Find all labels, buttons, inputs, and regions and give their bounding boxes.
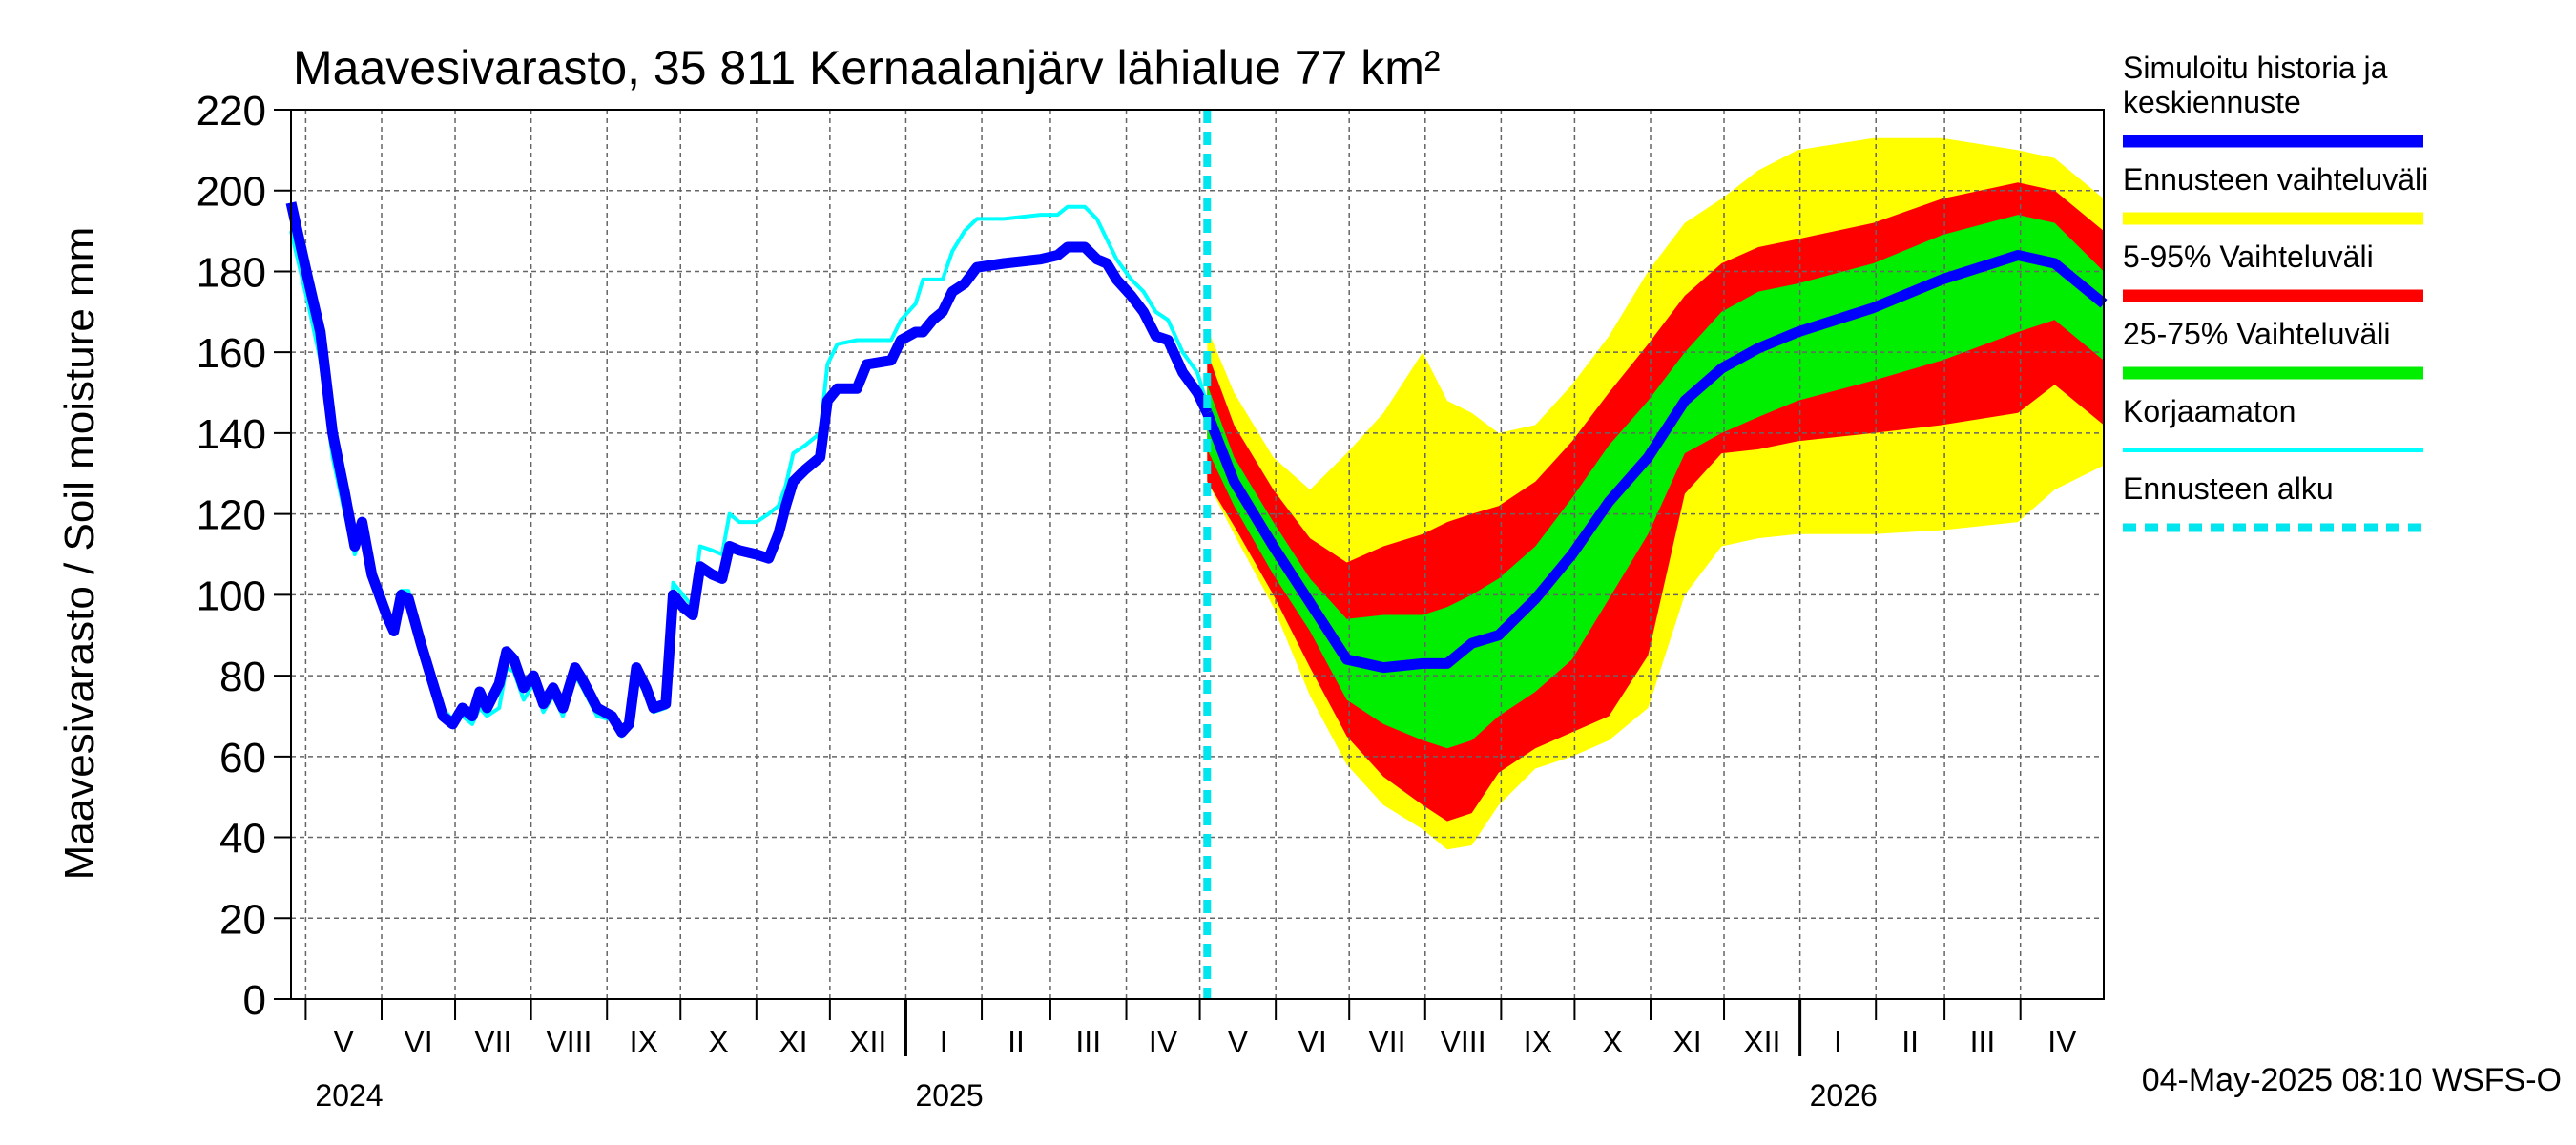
month-label: XI [1672, 1025, 1701, 1059]
month-label: XII [849, 1025, 886, 1059]
series-simulated-history [285, 201, 1213, 738]
y-tick-label: 200 [197, 169, 266, 216]
y-axis-ticks: 0 20 40 60 80 100 120 140 160 180 200 220 [197, 88, 291, 1024]
y-axis-label: Maavesivarasto / Soil moisture mm [56, 227, 103, 881]
y-tick-label: 180 [197, 249, 266, 296]
y-tick-label: 160 [197, 330, 266, 377]
legend-label: Ennusteen alku [2123, 471, 2334, 506]
band-25-75 [1207, 215, 2104, 749]
month-label: II [1901, 1025, 1919, 1059]
year-label: 2024 [315, 1078, 383, 1113]
y-tick-label: 60 [219, 735, 266, 781]
month-label: VI [404, 1025, 432, 1059]
month-label: I [940, 1025, 948, 1059]
y-tick-label: 0 [243, 977, 266, 1024]
legend-label: Simuloitu historia ja [2123, 51, 2388, 85]
month-label: IV [1149, 1025, 1178, 1059]
month-label: IV [2047, 1025, 2077, 1059]
month-label: XI [779, 1025, 807, 1059]
month-label: VI [1298, 1025, 1327, 1059]
month-label: I [1834, 1025, 1842, 1059]
month-label: II [1008, 1025, 1025, 1059]
month-label: VIII [546, 1025, 592, 1059]
y-tick-label: 100 [197, 572, 266, 619]
year-label: 2026 [1810, 1078, 1878, 1113]
year-label: 2025 [915, 1078, 983, 1113]
month-label: IX [1524, 1025, 1552, 1059]
month-label: IX [630, 1025, 658, 1059]
y-tick-label: 120 [197, 492, 266, 539]
month-label: V [334, 1025, 355, 1059]
x-axis-ticks: V VI VII VIII IX X XI XII I II III IV V VI VII VIII IX X X… [304, 999, 2077, 1113]
legend-label: Ennusteen vaihteluväli [2123, 162, 2428, 197]
month-label: VII [474, 1025, 511, 1059]
legend-label: 25-75% Vaihteluväli [2123, 317, 2390, 351]
y-tick-label: 220 [197, 88, 266, 135]
month-label: VIII [1441, 1025, 1486, 1059]
y-tick-label: 20 [219, 896, 266, 943]
chart-title: Maavesivarasto, 35 811 Kernaalanjärv läh… [293, 41, 1441, 94]
axes [290, 109, 2105, 1000]
legend-label: Korjaamaton [2123, 394, 2296, 428]
y-tick-label: 80 [219, 654, 266, 700]
legend-label: keskiennuste [2123, 85, 2301, 119]
series-median-forecast [1202, 250, 2108, 674]
footer-timestamp: 04-May-2025 08:10 WSFS-O [2142, 1062, 2562, 1098]
month-label: V [1228, 1025, 1249, 1059]
month-label: X [1603, 1025, 1623, 1059]
plot-frame [290, 109, 2105, 1000]
month-label: VII [1368, 1025, 1405, 1059]
month-label: III [1075, 1025, 1101, 1059]
month-label: XII [1743, 1025, 1780, 1059]
series-lines [285, 110, 2108, 999]
month-label: X [708, 1025, 728, 1059]
y-tick-label: 40 [219, 816, 266, 863]
y-tick-label: 140 [197, 411, 266, 458]
grid-lines [291, 110, 2104, 999]
legend-label: 5-95% Vaihteluväli [2123, 239, 2374, 274]
month-label: III [1970, 1025, 1996, 1059]
